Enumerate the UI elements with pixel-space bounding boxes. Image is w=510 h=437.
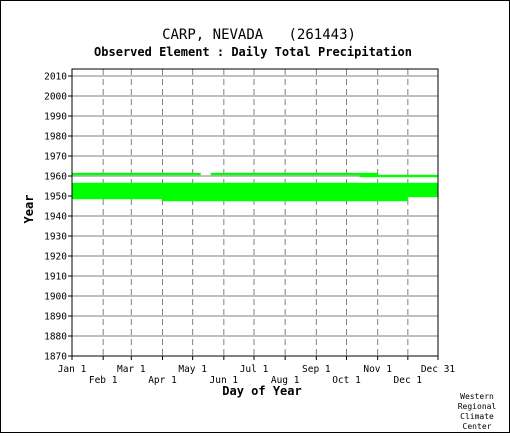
credit-line: Center (463, 422, 492, 431)
wrcc-credit: Western Regional Climate Center (458, 392, 497, 431)
credit-line: Climate (460, 412, 494, 421)
y-tick-label: 1900 (44, 292, 67, 303)
record-segment (359, 172, 378, 176)
y-tick-label: 1890 (44, 312, 67, 323)
y-tick-label: 1880 (44, 332, 67, 343)
x-axis-title: Day of Year (222, 384, 301, 398)
plot-background (72, 69, 438, 356)
x-tick-label: Jan 1 (58, 364, 87, 375)
y-tick-label: 1910 (44, 272, 67, 283)
x-tick-label: May 1 (178, 364, 207, 375)
credit-line: Western (460, 392, 494, 401)
y-tick-label: 2010 (44, 72, 67, 83)
x-tick-label: Jun 1 (210, 375, 239, 386)
y-tick-label: 1920 (44, 252, 67, 263)
plot-area: 2010 2000 1990 1980 1970 1960 1950 1940 1930 1920… (44, 68, 456, 386)
y-tick-label: 2000 (44, 92, 67, 103)
y-tick-label: 1980 (44, 132, 67, 143)
record-segment (72, 190, 438, 194)
x-tick-label: Oct 1 (332, 375, 361, 386)
x-tick-label: Apr 1 (148, 375, 177, 386)
record-segment (72, 186, 438, 190)
x-tick-label: Feb 1 (89, 375, 118, 386)
x-tick-label: Dec 1 (394, 375, 423, 386)
record-segment (72, 196, 408, 200)
y-tick-label: 1940 (44, 212, 67, 223)
x-tick-label: Jul 1 (240, 364, 269, 375)
plot-border (71, 68, 439, 357)
y-tick-label: 1950 (44, 192, 67, 203)
y-tick-label: 1960 (44, 172, 67, 183)
x-tick-label: Aug 1 (271, 375, 300, 386)
x-tick-label: Sep 1 (302, 364, 331, 375)
y-tick-label: 1990 (44, 112, 67, 123)
record-segment (72, 194, 438, 198)
record-segment (72, 172, 201, 176)
x-tick-label: Nov 1 (363, 364, 392, 375)
record-segment (72, 188, 438, 192)
chart-title: CARP, NEVADA (261443) (162, 27, 356, 43)
record-segment (72, 192, 438, 196)
record-segment (72, 184, 438, 188)
y-axis-title: Year (22, 195, 36, 224)
credit-line: Regional (458, 402, 497, 411)
x-tick-label: Dec 31 (421, 364, 456, 375)
record-segment (359, 174, 438, 178)
y-tick-label: 1930 (44, 232, 67, 243)
y-tick-label: 1970 (44, 152, 67, 163)
record-segment (72, 182, 438, 186)
y-tick-label: 1870 (44, 352, 67, 363)
x-tick-label: Mar 1 (117, 364, 146, 375)
record-segment (162, 198, 408, 202)
chart-subtitle: Observed Element : Daily Total Precipita… (94, 45, 412, 59)
record-segment (210, 172, 360, 176)
